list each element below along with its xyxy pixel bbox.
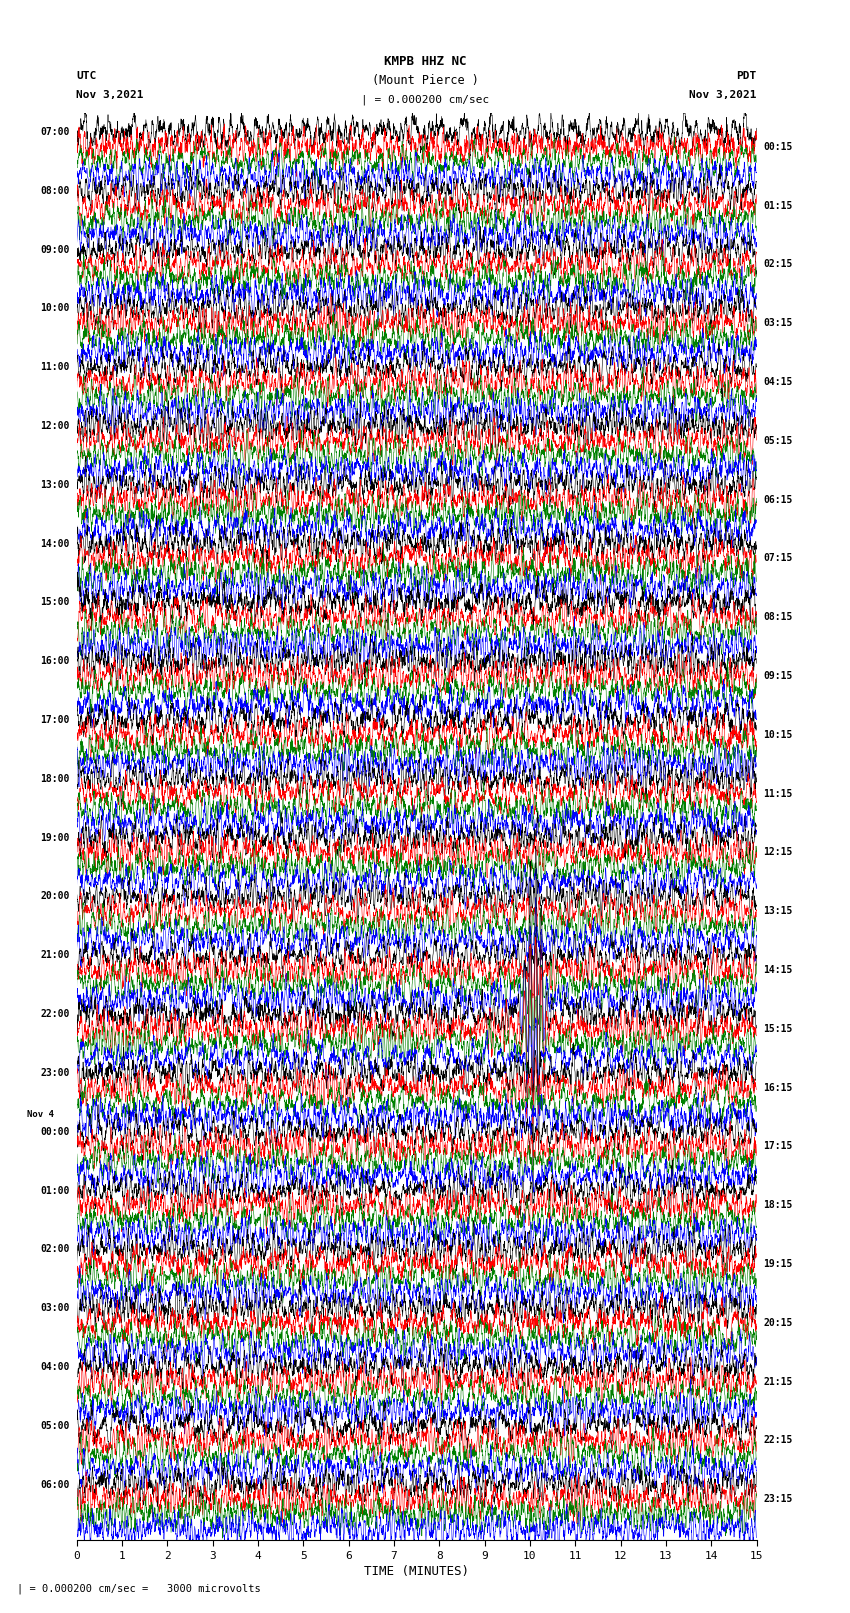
Text: 18:00: 18:00: [40, 774, 70, 784]
Text: 04:15: 04:15: [763, 377, 793, 387]
Text: 13:15: 13:15: [763, 907, 793, 916]
Text: PDT: PDT: [736, 71, 756, 81]
Text: 21:15: 21:15: [763, 1376, 793, 1387]
Text: 08:00: 08:00: [40, 185, 70, 195]
Text: 12:00: 12:00: [40, 421, 70, 431]
Text: 15:15: 15:15: [763, 1024, 793, 1034]
Text: 16:15: 16:15: [763, 1082, 793, 1092]
Text: 22:00: 22:00: [40, 1010, 70, 1019]
Text: KMPB HHZ NC: KMPB HHZ NC: [383, 55, 467, 68]
Text: 14:00: 14:00: [40, 539, 70, 548]
Text: 14:15: 14:15: [763, 965, 793, 974]
Text: 11:00: 11:00: [40, 363, 70, 373]
Text: 17:15: 17:15: [763, 1142, 793, 1152]
Text: 19:15: 19:15: [763, 1260, 793, 1269]
Text: (Mount Pierce ): (Mount Pierce ): [371, 74, 479, 87]
Text: 07:00: 07:00: [40, 127, 70, 137]
X-axis label: TIME (MINUTES): TIME (MINUTES): [364, 1565, 469, 1578]
Text: 04:00: 04:00: [40, 1361, 70, 1373]
Text: 05:00: 05:00: [40, 1421, 70, 1431]
Text: 22:15: 22:15: [763, 1436, 793, 1445]
Text: 23:15: 23:15: [763, 1494, 793, 1505]
Text: 15:00: 15:00: [40, 597, 70, 608]
Text: 23:00: 23:00: [40, 1068, 70, 1077]
Text: 20:00: 20:00: [40, 892, 70, 902]
Text: 01:00: 01:00: [40, 1186, 70, 1195]
Text: Nov 3,2021: Nov 3,2021: [76, 90, 144, 100]
Text: 01:15: 01:15: [763, 200, 793, 211]
Text: 03:15: 03:15: [763, 318, 793, 327]
Text: 03:00: 03:00: [40, 1303, 70, 1313]
Text: 13:00: 13:00: [40, 479, 70, 490]
Text: | = 0.000200 cm/sec: | = 0.000200 cm/sec: [361, 94, 489, 105]
Text: Nov 3,2021: Nov 3,2021: [689, 90, 756, 100]
Text: 09:00: 09:00: [40, 245, 70, 255]
Text: 06:15: 06:15: [763, 495, 793, 505]
Text: 07:15: 07:15: [763, 553, 793, 563]
Text: 12:15: 12:15: [763, 847, 793, 858]
Text: 21:00: 21:00: [40, 950, 70, 960]
Text: | = 0.000200 cm/sec =   3000 microvolts: | = 0.000200 cm/sec = 3000 microvolts: [17, 1582, 261, 1594]
Text: 08:15: 08:15: [763, 613, 793, 623]
Text: 02:15: 02:15: [763, 260, 793, 269]
Text: 00:00: 00:00: [40, 1127, 70, 1137]
Text: 02:00: 02:00: [40, 1244, 70, 1255]
Text: Nov 4: Nov 4: [27, 1110, 54, 1118]
Text: 09:15: 09:15: [763, 671, 793, 681]
Text: 05:15: 05:15: [763, 436, 793, 445]
Text: 19:00: 19:00: [40, 832, 70, 842]
Text: 20:15: 20:15: [763, 1318, 793, 1327]
Text: 18:15: 18:15: [763, 1200, 793, 1210]
Text: 10:00: 10:00: [40, 303, 70, 313]
Text: 00:15: 00:15: [763, 142, 793, 152]
Text: 10:15: 10:15: [763, 729, 793, 740]
Text: UTC: UTC: [76, 71, 97, 81]
Text: 11:15: 11:15: [763, 789, 793, 798]
Text: 17:00: 17:00: [40, 715, 70, 726]
Text: 16:00: 16:00: [40, 656, 70, 666]
Text: 06:00: 06:00: [40, 1479, 70, 1489]
